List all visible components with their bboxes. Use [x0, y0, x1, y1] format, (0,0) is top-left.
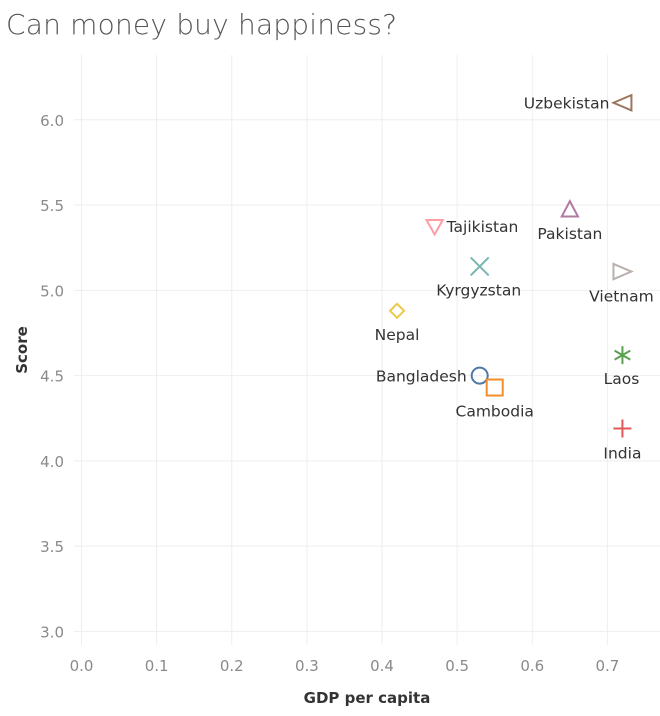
- point-label: India: [603, 444, 641, 462]
- y-tick-label: 3.5: [40, 538, 64, 556]
- data-points: Uzbekistan Pakistan Tajikistan Kyrgyzstan Vi…: [375, 93, 654, 462]
- square-marker: [485, 378, 504, 397]
- point-label: Uzbekistan: [524, 95, 610, 113]
- point-tajikistan[interactable]: Tajikistan: [424, 218, 519, 237]
- diamond-marker: [388, 302, 406, 320]
- point-pakistan[interactable]: Pakistan: [537, 199, 602, 243]
- y-tick-label: 5.5: [40, 197, 64, 215]
- point-label: Tajikistan: [446, 218, 519, 236]
- x-tick-label: 0.4: [370, 657, 394, 675]
- x-tick-label: 0.1: [145, 657, 169, 675]
- point-uzbekistan[interactable]: Uzbekistan: [524, 93, 633, 113]
- point-cambodia[interactable]: Cambodia: [456, 378, 534, 421]
- x-axis-title: GDP per capita: [304, 689, 431, 707]
- x-tick-label: 0.5: [445, 657, 469, 675]
- point-kyrgyzstan[interactable]: Kyrgyzstan: [436, 256, 521, 299]
- point-bangladesh[interactable]: Bangladesh: [376, 366, 489, 386]
- x-tick-label: 0.2: [220, 657, 244, 675]
- chart-title: Can money buy happiness?: [6, 8, 398, 41]
- triangle-right-marker: [612, 262, 634, 281]
- y-tick-label: 5.0: [40, 282, 64, 300]
- y-tick-label: 6.0: [40, 112, 64, 130]
- x-tick-label: 0.0: [70, 657, 94, 675]
- triangle-left-marker: [610, 93, 633, 112]
- y-tick-label: 4.0: [40, 453, 64, 471]
- point-laos[interactable]: Laos: [604, 346, 640, 388]
- triangle-down-marker: [424, 219, 445, 237]
- point-nepal[interactable]: Nepal: [375, 302, 420, 344]
- circle-marker: [470, 366, 489, 385]
- triangle-up-marker: [560, 199, 580, 218]
- point-label: Laos: [604, 370, 640, 388]
- y-axis-title: Score: [13, 326, 31, 374]
- x-marker: [469, 256, 490, 277]
- point-label: Vietnam: [589, 288, 654, 306]
- point-label: Kyrgyzstan: [436, 281, 521, 299]
- point-label: Nepal: [375, 326, 420, 344]
- point-label: Bangladesh: [376, 368, 467, 386]
- asterisk-marker: [614, 346, 631, 365]
- x-tick-label: 0.6: [520, 657, 544, 675]
- y-tick-label: 4.5: [40, 368, 64, 386]
- point-label: Cambodia: [456, 403, 534, 421]
- y-tick-label: 3.0: [40, 623, 64, 641]
- point-vietnam[interactable]: Vietnam: [589, 262, 654, 306]
- point-india[interactable]: India: [603, 419, 641, 462]
- plus-marker: [613, 419, 632, 438]
- point-label: Pakistan: [537, 225, 602, 243]
- x-tick-label: 0.3: [295, 657, 319, 675]
- x-tick-label: 0.7: [595, 657, 619, 675]
- axis-ticks: 0.0 0.1 0.2 0.3 0.4 0.5 0.6 0.7 3.0 3.5 4.0 4.5 5.0 5…: [40, 112, 619, 675]
- grid: [74, 55, 660, 645]
